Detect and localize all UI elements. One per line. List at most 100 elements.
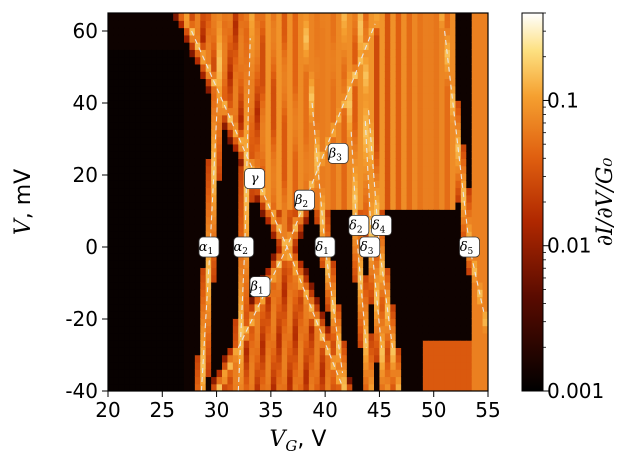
heatmap-cell — [243, 63, 250, 72]
heatmap-cell — [352, 13, 359, 21]
heatmap-cell — [260, 231, 267, 239]
heatmap-cell — [346, 34, 353, 43]
heatmap-cell — [330, 172, 337, 181]
heatmap-cell — [222, 376, 229, 385]
heatmap-cell — [412, 20, 419, 29]
heatmap-cell — [276, 78, 283, 87]
heatmap-cell — [162, 151, 169, 159]
heatmap-cell — [466, 194, 473, 203]
heatmap-cell — [412, 100, 419, 109]
heatmap-cell — [471, 78, 478, 87]
heatmap-cell — [336, 318, 343, 327]
heatmap-cell — [173, 289, 180, 298]
heatmap-cell — [319, 13, 326, 21]
annotation-label: δ4 — [372, 218, 386, 235]
heatmap-cell — [368, 289, 375, 298]
heatmap-cell — [108, 71, 115, 80]
heatmap-cell — [189, 216, 196, 225]
heatmap-cell — [439, 231, 446, 239]
heatmap-cell — [189, 245, 196, 254]
heatmap-cell — [243, 361, 250, 370]
heatmap-cell — [384, 136, 391, 145]
heatmap-cell — [395, 216, 402, 225]
heatmap-cell — [232, 143, 239, 152]
heatmap-cell — [232, 267, 239, 276]
heatmap-cell — [189, 223, 196, 232]
heatmap-cell — [211, 42, 218, 50]
heatmap-cell — [265, 92, 272, 101]
heatmap-cell — [368, 325, 375, 334]
heatmap-cell — [211, 318, 218, 327]
x-axis-label-unit: , V — [297, 427, 326, 451]
heatmap-cell — [439, 56, 446, 65]
heatmap-cell — [477, 143, 484, 152]
heatmap-cell — [260, 151, 267, 159]
heatmap-cell — [422, 71, 429, 80]
heatmap-cell — [178, 20, 185, 29]
heatmap-cell — [308, 107, 315, 116]
heatmap-cell — [298, 216, 305, 225]
heatmap-cell — [450, 194, 457, 203]
heatmap-cell — [363, 340, 370, 348]
heatmap-cell — [135, 383, 142, 391]
heatmap-cell — [162, 303, 169, 312]
heatmap-cell — [292, 13, 299, 21]
heatmap-cell — [287, 49, 294, 58]
heatmap-cell — [243, 332, 250, 341]
heatmap-cell — [433, 27, 440, 36]
heatmap-cell — [363, 354, 370, 363]
heatmap-cell — [238, 202, 245, 210]
heatmap-cell — [401, 376, 408, 385]
heatmap-cell — [129, 267, 136, 276]
heatmap-cell — [341, 289, 348, 298]
heatmap-cell — [439, 143, 446, 152]
heatmap-cell — [260, 85, 267, 94]
annotation-α2: α2 — [233, 236, 255, 258]
heatmap-cell — [384, 325, 391, 334]
heatmap-cell — [379, 56, 386, 65]
heatmap-cell — [471, 151, 478, 159]
heatmap-cell — [265, 361, 272, 370]
heatmap-cell — [151, 361, 158, 370]
heatmap-cell — [260, 216, 267, 225]
heatmap-cell — [477, 303, 484, 312]
heatmap-cell — [249, 354, 256, 363]
heatmap-cell — [254, 122, 261, 130]
heatmap-cell — [260, 340, 267, 348]
heatmap-cell — [222, 245, 229, 254]
heatmap-cell — [363, 318, 370, 327]
heatmap-cell — [314, 158, 321, 167]
heatmap-cell — [281, 369, 288, 378]
heatmap-cell — [395, 143, 402, 152]
heatmap-cell — [450, 209, 457, 218]
heatmap-cell — [156, 13, 163, 21]
heatmap-cell — [151, 354, 158, 363]
heatmap-cell — [341, 361, 348, 370]
heatmap-cell — [352, 63, 359, 72]
heatmap-cell — [276, 42, 283, 50]
heatmap-cell — [357, 34, 364, 43]
heatmap-cell — [379, 238, 386, 247]
heatmap-cell — [422, 223, 429, 232]
heatmap-cell — [336, 202, 343, 210]
heatmap-cell — [395, 92, 402, 101]
heatmap-cell — [140, 180, 147, 189]
heatmap-cell — [162, 49, 169, 58]
heatmap-cell — [482, 107, 488, 116]
heatmap-cell — [390, 318, 397, 327]
heatmap-cell — [422, 267, 429, 276]
heatmap-cell — [238, 143, 245, 152]
heatmap-cell — [222, 180, 229, 189]
heatmap-cell — [140, 318, 147, 327]
heatmap-cell — [330, 202, 337, 210]
heatmap-cell — [113, 238, 120, 247]
heatmap-cell — [270, 245, 277, 254]
heatmap-cell — [433, 151, 440, 159]
heatmap-cell — [428, 223, 435, 232]
heatmap-cell — [140, 238, 147, 247]
heatmap-cell — [363, 56, 370, 65]
heatmap-cell — [314, 63, 321, 72]
heatmap-cell — [178, 289, 185, 298]
heatmap-cell — [450, 223, 457, 232]
